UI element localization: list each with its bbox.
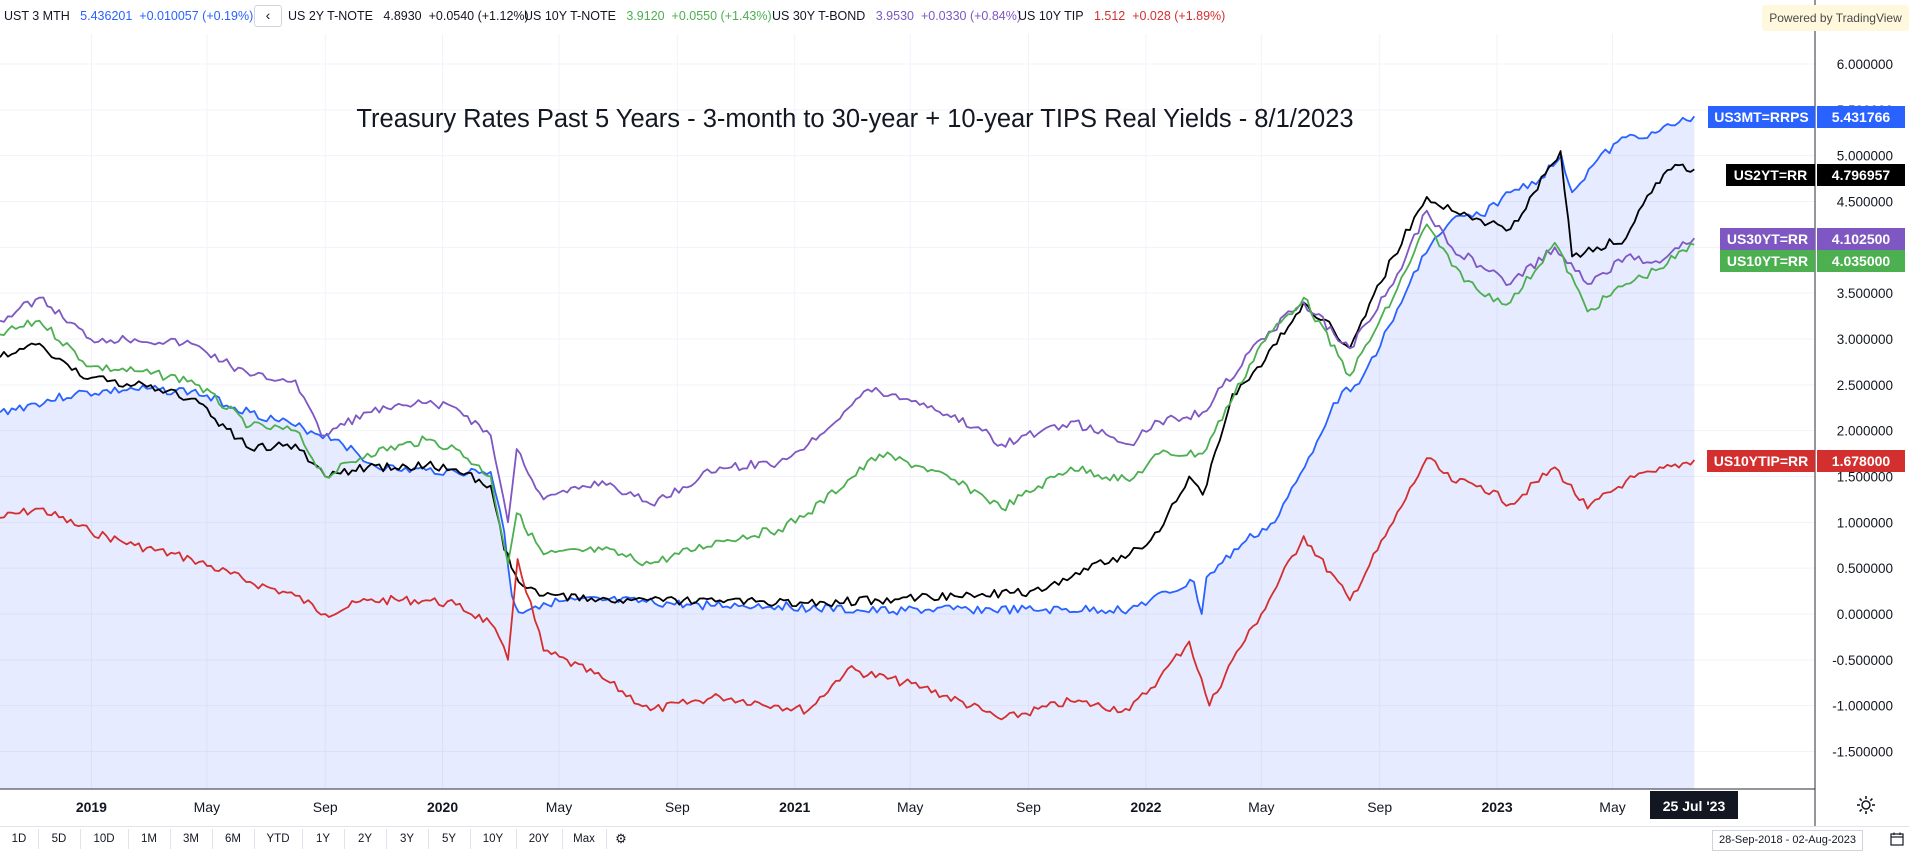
range-3y[interactable]: 3Y <box>386 829 429 849</box>
svg-text:4.035000: 4.035000 <box>1832 253 1891 269</box>
chart-title: Treasury Rates Past 5 Years - 3-month to… <box>356 105 1353 133</box>
series-line-us30yt-rr <box>0 209 1695 524</box>
quote-ust3m[interactable]: UST 3 MTH 5.436201 +0.010057 (+0.19%) <box>4 9 254 23</box>
calendar-icon[interactable] <box>1890 832 1904 846</box>
y-tick-label: 3.000000 <box>1837 332 1893 347</box>
tag-us2yt-rr: US2YT=RR 4.796957 <box>1726 164 1905 186</box>
range-10d[interactable]: 10D <box>80 829 129 849</box>
chevron-left-icon[interactable]: ‹ <box>254 5 282 27</box>
series-line-us3mt-rrps <box>0 115 1696 616</box>
y-tick-label: 3.500000 <box>1837 286 1893 301</box>
range-10y[interactable]: 10Y <box>470 829 517 849</box>
y-tick-label: 0.500000 <box>1837 561 1893 576</box>
settings-icon[interactable] <box>1855 794 1877 816</box>
y-tick-label: 5.000000 <box>1837 149 1893 164</box>
range-1m[interactable]: 1M <box>128 829 171 849</box>
x-tick-label: May <box>897 799 923 815</box>
grid <box>0 34 1815 789</box>
range-ytd[interactable]: YTD <box>254 829 303 849</box>
y-tick-label: -0.500000 <box>1832 653 1893 668</box>
tag-us30yt-rr: US30YT=RR 4.102500 <box>1720 228 1905 250</box>
tag-us10ytip-rr: US10YTIP=RR 1.678000 <box>1707 450 1905 472</box>
x-tick-label: 2021 <box>779 799 810 815</box>
gear-icon[interactable]: ⚙ <box>615 831 627 846</box>
quote-us2y[interactable]: US 2Y T-NOTE 4.8930 +0.0540 (+1.12%) <box>288 9 529 23</box>
bottom-toolbar: 1D 5D 10D 1M 3M 6M YTD 1Y 2Y 3Y 5Y 10Y 2… <box>0 826 1909 853</box>
quote-us30y[interactable]: US 30Y T-BOND 3.9530 +0.0330 (+0.84%) <box>772 9 1022 23</box>
svg-text:4.102500: 4.102500 <box>1832 231 1891 247</box>
y-tick-label: 2.500000 <box>1837 378 1893 393</box>
range-5y[interactable]: 5Y <box>428 829 471 849</box>
quote-us10ytip[interactable]: US 10Y TIP 1.512 +0.028 (+1.89%) <box>1018 9 1226 23</box>
svg-text:25 Jul '23: 25 Jul '23 <box>1663 798 1726 814</box>
chart[interactable]: 6.0000005.5000005.0000004.5000004.000000… <box>0 0 1909 826</box>
series-tags: US3MT=RRPS 5.431766 US2YT=RR 4.796957 US30YT… <box>1707 106 1905 472</box>
quote-bar: UST 3 MTH 5.436201 +0.010057 (+0.19%) ‹ … <box>0 0 1760 32</box>
x-tick-label: May <box>1248 799 1274 815</box>
x-tick-label: May <box>546 799 572 815</box>
svg-text:US3MT=RRPS: US3MT=RRPS <box>1714 109 1809 125</box>
series-line-us10ytip-rr <box>0 457 1695 721</box>
range-6m[interactable]: 6M <box>212 829 255 849</box>
x-tick-label: Sep <box>1016 799 1041 815</box>
y-tick-label: 2.000000 <box>1837 424 1893 439</box>
y-tick-label: 0.000000 <box>1837 607 1893 622</box>
x-tick-label: 2019 <box>76 799 107 815</box>
y-tick-label: 1.500000 <box>1837 470 1893 485</box>
range-3m[interactable]: 3M <box>170 829 213 849</box>
y-tick-label: -1.000000 <box>1832 699 1893 714</box>
x-tick-label: 2020 <box>427 799 458 815</box>
date-range-field[interactable]: 28-Sep-2018 - 02-Aug-2023 <box>1712 830 1863 851</box>
x-tick-label: Sep <box>665 799 690 815</box>
range-5d[interactable]: 5D <box>38 829 81 849</box>
series-lines <box>0 115 1696 721</box>
y-tick-label: 1.000000 <box>1837 515 1893 530</box>
powered-by-badge[interactable]: Powered by TradingView <box>1762 5 1909 31</box>
series-line-us10yt-rr <box>0 223 1695 567</box>
x-tick-label: Sep <box>1367 799 1392 815</box>
range-2y[interactable]: 2Y <box>344 829 387 849</box>
tag-us10yt-rr: US10YT=RR 4.035000 <box>1720 250 1905 272</box>
time-axis[interactable]: 2019 May Sep 2020 May Sep 2021 May Sep 2022 May Sep… <box>76 799 1626 815</box>
x-tick-label: May <box>1599 799 1625 815</box>
us3mt-area-fill <box>0 116 1695 790</box>
x-tick-label: 2022 <box>1130 799 1161 815</box>
y-tick-label: 6.000000 <box>1837 57 1893 72</box>
y-tick-label: -1.500000 <box>1832 745 1893 760</box>
y-tick-label: 4.500000 <box>1837 195 1893 210</box>
x-tick-label: 2023 <box>1481 799 1512 815</box>
x-tick-label: Sep <box>313 799 338 815</box>
svg-text:US10YTIP=RR: US10YTIP=RR <box>1714 453 1809 469</box>
svg-text:US10YT=RR: US10YT=RR <box>1727 253 1808 269</box>
range-1y[interactable]: 1Y <box>302 829 345 849</box>
range-1d[interactable]: 1D <box>0 829 39 849</box>
svg-text:US2YT=RR: US2YT=RR <box>1734 167 1808 183</box>
svg-text:1.678000: 1.678000 <box>1832 453 1891 469</box>
range-max[interactable]: Max <box>562 829 607 849</box>
quote-us10y[interactable]: US 10Y T-NOTE 3.9120 +0.0550 (+1.43%) <box>524 9 772 23</box>
svg-text:US30YT=RR: US30YT=RR <box>1727 231 1808 247</box>
crosshair-date-label: 25 Jul '23 <box>1650 791 1738 819</box>
range-20y[interactable]: 20Y <box>516 829 563 849</box>
svg-text:4.796957: 4.796957 <box>1832 167 1891 183</box>
svg-text:5.431766: 5.431766 <box>1832 109 1891 125</box>
x-tick-label: May <box>194 799 220 815</box>
series-line-us2yt-rr <box>0 150 1695 608</box>
price-axis[interactable]: 6.0000005.5000005.0000004.5000004.000000… <box>1832 57 1893 760</box>
tag-us3mt-rrps: US3MT=RRPS 5.431766 <box>1708 106 1905 128</box>
